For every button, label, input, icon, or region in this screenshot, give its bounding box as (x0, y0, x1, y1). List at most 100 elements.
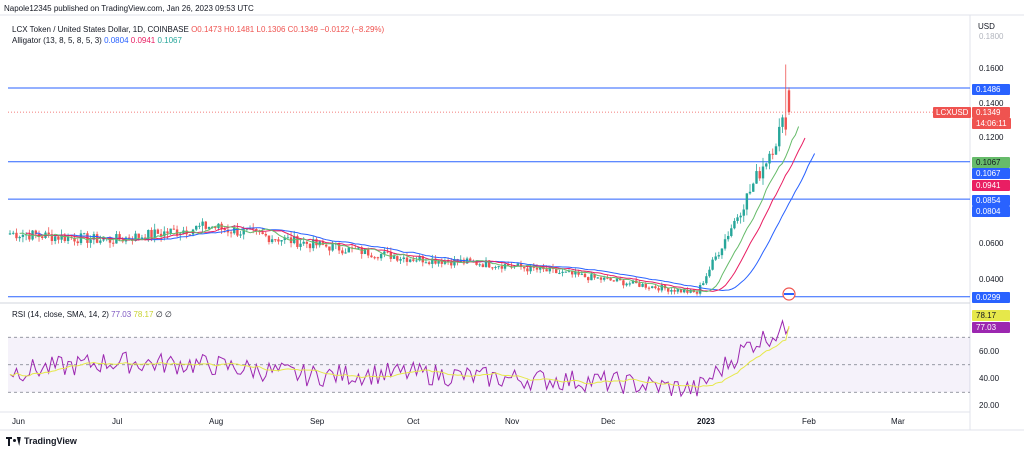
ohlc-c: 0.1349 (293, 25, 318, 34)
candle-body (150, 229, 153, 238)
candle-body (396, 256, 399, 261)
candle-body (529, 265, 532, 272)
published-by-text: Napole12345 published on TradingView.com… (4, 4, 254, 13)
candle-body (296, 236, 299, 247)
candle-body (207, 227, 211, 229)
candle-body (434, 258, 437, 264)
x-tick-feb: Feb (802, 417, 816, 426)
candle-body (603, 277, 606, 280)
candle-body (695, 292, 699, 294)
price-tick-0040: 0.0400 (979, 275, 1004, 284)
last-price-tag: 0.1349 (972, 107, 1010, 118)
rsi-tick-20: 20.00 (979, 401, 1000, 410)
candle-body (392, 256, 396, 259)
candle-body (619, 278, 622, 281)
rsi-settings-icons[interactable]: ∅ ∅ (155, 310, 172, 319)
candle-body (169, 228, 172, 234)
candle-body (156, 229, 160, 234)
candle-body (53, 236, 57, 242)
candle-body (66, 236, 70, 241)
candle-body (261, 232, 264, 234)
x-tick-jul: Jul (112, 417, 123, 426)
candle-body (324, 244, 328, 247)
candle-body (686, 289, 689, 293)
candle-body (590, 274, 593, 281)
candle-body (667, 288, 670, 292)
candle-body (670, 289, 673, 292)
candle-body (226, 229, 230, 233)
candle-body (195, 225, 198, 230)
candle-body (140, 237, 144, 239)
candle-body (609, 277, 612, 281)
candle-body (622, 280, 625, 286)
candle-body (76, 241, 79, 244)
candle-body (781, 117, 784, 127)
candle-body (440, 261, 443, 264)
candle-body (379, 253, 383, 259)
candle-body (251, 227, 255, 230)
candle-body (551, 267, 555, 269)
candle-body (239, 234, 242, 236)
candle-body (102, 239, 105, 241)
candle-body (475, 261, 478, 265)
candle-body (412, 259, 415, 261)
candle-body (389, 251, 393, 259)
candle-body (437, 261, 440, 264)
candle-body (111, 242, 115, 244)
candle-body (12, 232, 15, 234)
currency-label: USD (978, 22, 995, 31)
candle-body (768, 153, 771, 164)
candle-body (424, 262, 428, 264)
candle-body (564, 271, 567, 273)
candle-body (159, 233, 163, 237)
alligator-lips: 0.1067 (157, 36, 182, 45)
candle-body (535, 267, 539, 270)
candle-body (787, 90, 791, 113)
candle-body (761, 166, 765, 179)
tradingview-logo-text: TradingView (24, 436, 77, 446)
candle-body (742, 209, 745, 216)
candle-body (153, 229, 156, 238)
candle-body (318, 241, 321, 246)
candle-body (50, 234, 54, 242)
candle-body (500, 266, 504, 269)
candle-body (357, 247, 360, 249)
alligator-teeth-line (25, 137, 806, 292)
teeth-tag: 0.0941 (972, 180, 1010, 191)
candle-body (631, 280, 635, 284)
candle-body (523, 267, 526, 269)
candle-body (328, 246, 331, 251)
candle-body (507, 264, 510, 266)
ohlc-h: 0.1481 (229, 25, 255, 34)
candle-body (408, 259, 412, 262)
candle-body (516, 263, 519, 267)
ohlc-h-label: H (224, 25, 230, 34)
candle-body (651, 286, 654, 288)
rsi-tick-40: 40.00 (979, 374, 1000, 383)
candle-body (223, 229, 226, 231)
candle-body (367, 248, 370, 256)
candle-body (308, 243, 312, 249)
candle-body (331, 244, 334, 251)
alligator-jaw-line (35, 153, 816, 292)
tradingview-logo[interactable]: TradingView (6, 436, 77, 446)
symbol-title: LCX Token / United States Dollar, 1D, CO… (12, 25, 189, 34)
candle-body (567, 271, 571, 273)
candle-body (497, 266, 500, 268)
ohlc-o-label: O (191, 25, 198, 34)
candle-body (487, 260, 491, 268)
symbol-tag: LCXUSD (933, 107, 972, 118)
candle-body (606, 277, 609, 279)
candle-body (456, 259, 459, 262)
candle-body (469, 258, 472, 261)
candle-body (405, 257, 409, 262)
alligator-label: Alligator (13, 8, 5, 8, 5, 3) (12, 36, 102, 45)
candle-body (47, 232, 50, 235)
candle-body (628, 283, 631, 285)
candle-body (386, 251, 389, 253)
level-tag-0.0854: 0.0854 (972, 195, 1010, 206)
candle-body (134, 233, 137, 242)
candle-body (561, 271, 564, 273)
candle-body (758, 171, 761, 179)
